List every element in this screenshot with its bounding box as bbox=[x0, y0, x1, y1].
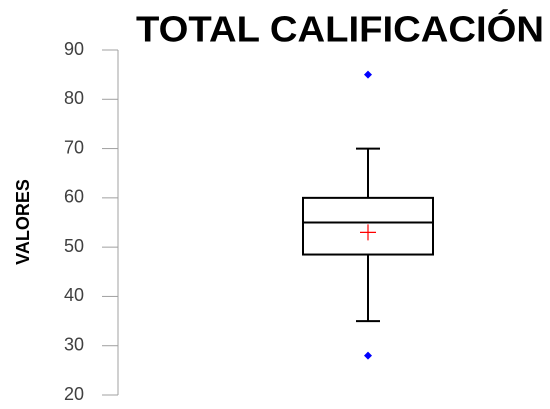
y-tick-label: 30 bbox=[64, 334, 84, 354]
mean-marker bbox=[360, 224, 376, 241]
y-tick-label: 90 bbox=[64, 39, 84, 59]
y-tick-label: 80 bbox=[64, 88, 84, 108]
chart-title: TOTAL CALIFICACIÓN bbox=[136, 8, 544, 50]
y-tick-label: 20 bbox=[64, 384, 84, 404]
outlier bbox=[364, 70, 372, 79]
y-tick-label: 60 bbox=[64, 187, 84, 207]
outlier bbox=[364, 351, 372, 360]
box bbox=[302, 196, 434, 256]
y-tick-label: 40 bbox=[64, 285, 84, 305]
y-tick-label: 70 bbox=[64, 137, 84, 157]
y-axis-label: VALORES bbox=[13, 179, 33, 265]
y-tick-label: 50 bbox=[64, 236, 84, 256]
